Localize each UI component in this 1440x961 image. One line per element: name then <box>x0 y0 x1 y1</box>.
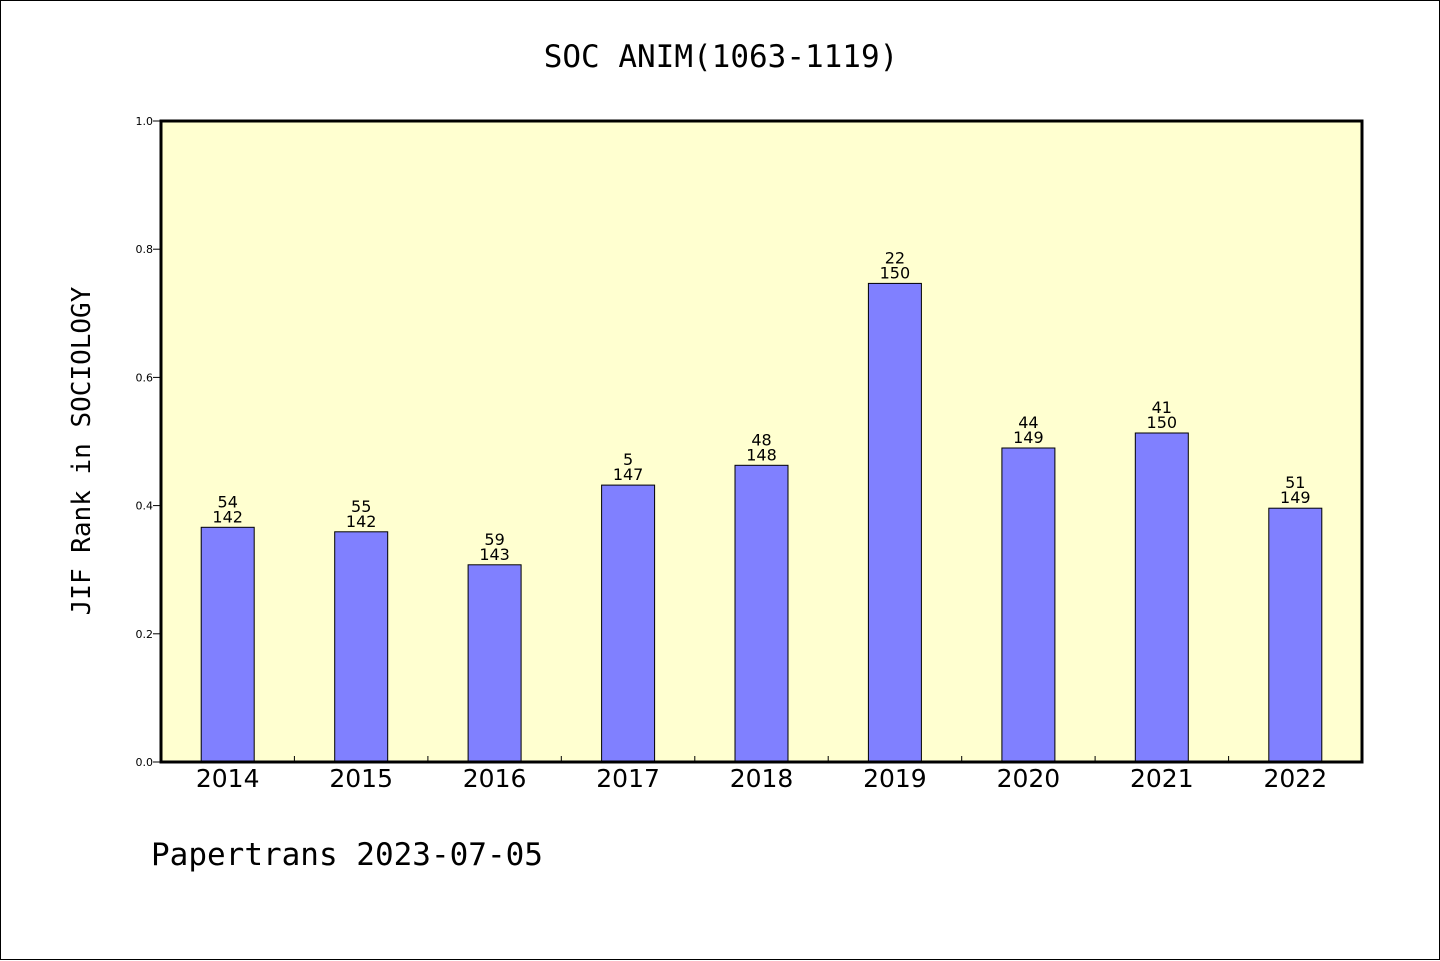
bar-total-label-2017: 147 <box>613 465 644 484</box>
bar-rank-label-2017: 5 <box>623 450 633 469</box>
bar-rank-label-2018: 48 <box>751 430 771 449</box>
y-tick-label: 0.8 <box>136 243 154 256</box>
bar-total-label-2014: 142 <box>212 507 243 526</box>
bar-total-label-2015: 142 <box>346 512 377 531</box>
y-axis: 0.0 0.2 0.4 0.6 0.8 1.0 <box>136 115 161 769</box>
bar-rank-label-2022: 51 <box>1285 473 1305 492</box>
bar-total-label-2018: 148 <box>746 445 777 464</box>
bar-total-label-2016: 143 <box>479 545 510 564</box>
x-tick-label-2020: 2020 <box>997 764 1061 793</box>
bars <box>200 282 1323 763</box>
bar-2015 <box>334 531 389 763</box>
bar-2018 <box>734 464 789 763</box>
bar-2016 <box>467 564 522 763</box>
bar-rank-label-2014: 54 <box>218 492 238 511</box>
bar-2019 <box>867 282 922 763</box>
bar-total-label-2022: 149 <box>1280 488 1311 507</box>
bar-rank-label-2019: 22 <box>885 248 905 267</box>
bar-total-label-2021: 150 <box>1147 413 1178 432</box>
chart-title: SOC ANIM(1063-1119) <box>544 39 899 75</box>
y-tick-label: 0.2 <box>136 628 154 641</box>
x-tick-label-2019: 2019 <box>863 764 927 793</box>
bar-total-label-2019: 150 <box>880 263 911 282</box>
footer-watermark: Papertrans 2023-07-05 <box>151 837 543 873</box>
bar-rank-label-2016: 59 <box>484 530 504 549</box>
x-tick-label-2017: 2017 <box>596 764 660 793</box>
bar-2017 <box>601 484 656 763</box>
bar-2020 <box>1001 447 1056 763</box>
plot-border <box>159 119 1364 764</box>
x-tick-label-2021: 2021 <box>1130 764 1194 793</box>
bar-total-label-2020: 149 <box>1013 428 1044 447</box>
x-tick-label-2022: 2022 <box>1263 764 1327 793</box>
x-axis: 2014 2015 2016 2017 2018 2019 2020 2021 2022 <box>196 756 1327 793</box>
y-tick-label: 0.4 <box>136 500 154 513</box>
x-tick-label-2016: 2016 <box>463 764 527 793</box>
bar-labels: 5414255142591435147481482215044149411505… <box>212 248 1310 563</box>
y-axis-label: JIF Rank in SOCIOLOGY <box>67 286 97 615</box>
bar-2014 <box>200 526 255 763</box>
y-tick-label: 1.0 <box>136 115 154 128</box>
x-tick-label-2018: 2018 <box>730 764 794 793</box>
x-tick-label-2015: 2015 <box>329 764 393 793</box>
bar-2021 <box>1134 432 1189 763</box>
bar-rank-label-2020: 44 <box>1018 413 1038 432</box>
bar-rank-label-2015: 55 <box>351 497 371 516</box>
bar-2022 <box>1268 507 1323 763</box>
y-tick-label: 0.0 <box>136 756 154 769</box>
bar-rank-label-2021: 41 <box>1152 398 1172 417</box>
y-tick-label: 0.6 <box>136 371 154 384</box>
x-tick-label-2014: 2014 <box>196 764 260 793</box>
